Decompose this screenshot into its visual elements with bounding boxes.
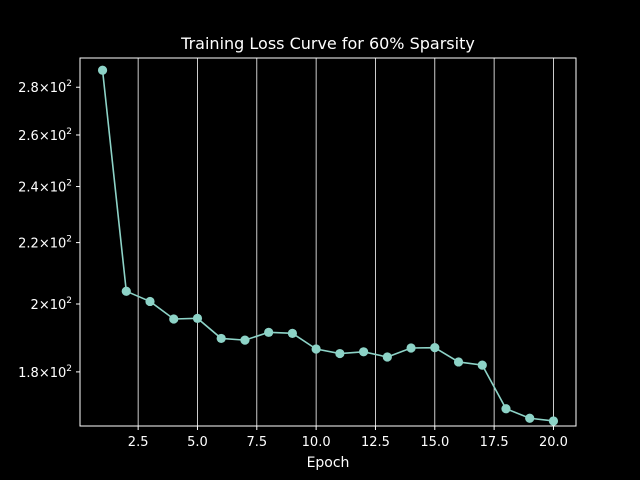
y-tick-mantissa: 2.8	[18, 81, 39, 96]
chart-title: Training Loss Curve for 60% Sparsity	[180, 34, 475, 53]
data-point	[216, 333, 226, 344]
data-point	[430, 343, 440, 353]
y-tick-exponent: 2	[66, 179, 72, 189]
data-point	[406, 343, 416, 353]
y-tick-exponent: 2	[66, 127, 72, 137]
data-point	[311, 344, 321, 354]
plot-area-frame	[79, 57, 577, 427]
y-tick-mantissa: 2	[31, 298, 39, 313]
data-point	[145, 296, 155, 307]
data-point	[358, 347, 369, 357]
x-axis-ticks: 2.5 5.0 7.5 10.0 12.5 15.0 17.5 20.0	[128, 426, 568, 450]
data-point	[477, 360, 487, 370]
data-point	[501, 404, 511, 414]
x-tick-label: 10.0	[302, 435, 331, 450]
data-point	[240, 335, 250, 345]
x-axis-label: Epoch	[307, 455, 350, 471]
x-tick-label: 2.5	[128, 435, 149, 450]
y-tick-exponent-base: ×10	[39, 237, 66, 252]
data-point	[287, 328, 298, 338]
y-tick-mantissa: 2.6	[18, 129, 39, 144]
y-tick-exponent: 2	[66, 79, 72, 89]
data-point	[453, 357, 464, 367]
y-tick-exponent: 2	[66, 296, 72, 306]
data-point	[525, 413, 535, 423]
y-tick-exponent: 2	[66, 235, 72, 245]
y-tick-label: 2.8×102	[18, 79, 72, 96]
gridlines	[137, 58, 554, 426]
y-tick-label: 2×102	[31, 296, 72, 313]
x-tick-label: 20.0	[539, 435, 568, 450]
data-point	[121, 286, 131, 296]
y-tick-mantissa: 1.8	[18, 366, 39, 381]
y-tick-mantissa: 2.2	[18, 237, 39, 252]
y-tick-label: 2.4×102	[18, 179, 72, 196]
x-tick-label: 12.5	[361, 435, 390, 450]
y-tick-label: 1.8×102	[18, 364, 72, 381]
series-layer	[97, 65, 559, 426]
x-tick-label: 5.0	[187, 435, 208, 450]
x-tick-label: 7.5	[246, 435, 267, 450]
x-tick-label: 17.5	[480, 435, 509, 450]
y-tick-exponent-base: ×10	[39, 366, 66, 381]
data-point	[548, 416, 559, 426]
x-tick-label: 15.0	[420, 435, 449, 450]
data-point	[382, 352, 392, 362]
y-tick-exponent-base: ×10	[39, 81, 66, 96]
data-point	[97, 65, 108, 75]
data-point	[264, 327, 274, 337]
y-tick-exponent-base: ×10	[39, 129, 66, 144]
data-point	[169, 314, 179, 324]
y-tick-exponent-base: ×10	[39, 298, 66, 313]
y-tick-exponent: 2	[66, 364, 72, 374]
y-tick-mantissa: 2.4	[18, 181, 39, 196]
data-point	[335, 348, 345, 359]
y-tick-label: 2.6×102	[18, 127, 72, 144]
y-tick-label: 2.2×102	[18, 235, 72, 252]
data-point	[192, 313, 203, 323]
y-tick-exponent-base: ×10	[39, 181, 66, 196]
